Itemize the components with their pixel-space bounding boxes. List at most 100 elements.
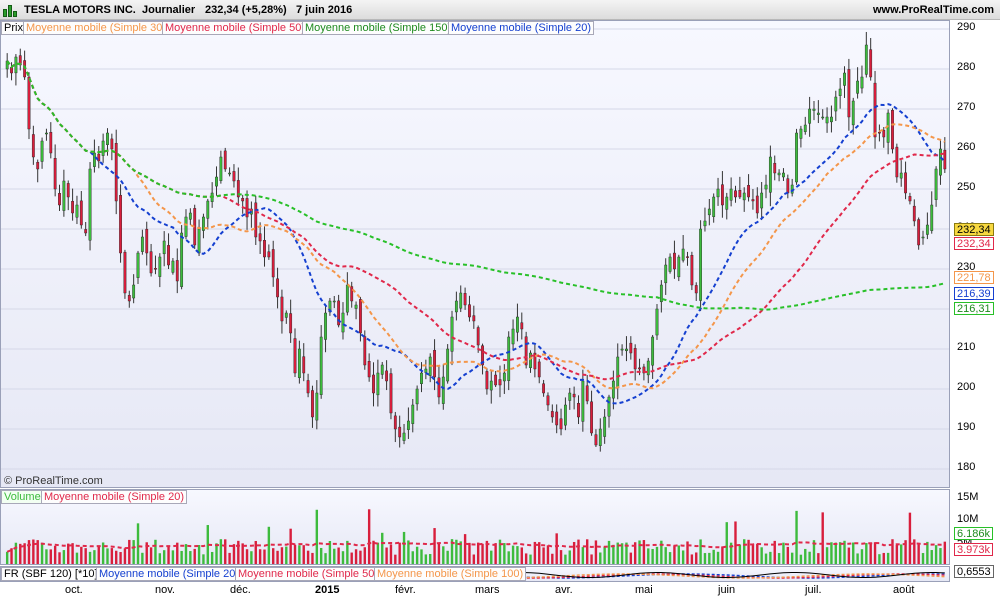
volume-bar-146 [642, 540, 646, 564]
volume-bar-207 [908, 512, 912, 564]
candle-113 [498, 365, 502, 398]
volume-bar-102 [450, 539, 454, 564]
candle-190 [834, 90, 838, 121]
legend-ma20[interactable]: Moyenne mobile (Simple 20) [448, 21, 595, 35]
legend-fr[interactable]: FR (SBF 120) [*10] [1, 567, 101, 581]
volume-bar-17 [80, 546, 83, 564]
volume-bar-159 [699, 539, 702, 564]
candle-194 [851, 97, 855, 135]
volume-bar-14 [67, 543, 70, 564]
quote-label: 232,34 (+5,28%) [205, 4, 287, 16]
price-chart [1, 28, 949, 470]
candle-119 [524, 331, 528, 369]
candle-151 [664, 258, 668, 295]
candle-93 [411, 398, 415, 433]
candle-168 [738, 176, 742, 200]
ticker-name: TESLA MOTORS INC. [24, 4, 136, 16]
volume-bar-141 [620, 543, 624, 564]
volume-bar-1 [10, 548, 13, 564]
volume-bar-26 [119, 552, 122, 564]
candle-29 [132, 274, 136, 304]
volume-bar-201 [882, 552, 885, 564]
volume-bar-169 [743, 539, 746, 564]
legend-prix[interactable]: Prix [1, 21, 26, 35]
candle-24 [110, 133, 114, 161]
candle-103 [454, 291, 458, 321]
volume-bar-119 [524, 553, 528, 564]
volume-bar-36 [162, 550, 166, 564]
volume-bar-57 [254, 540, 257, 564]
legend-fr-ma100[interactable]: Moyenne mobile (Simple 100) [374, 567, 527, 581]
candle-22 [101, 133, 105, 163]
volume-bar-82 [363, 547, 366, 564]
volume-bar-84 [372, 540, 375, 564]
volume-bar-101 [446, 550, 449, 564]
candle-120 [529, 350, 532, 373]
volume-bar-151 [664, 547, 667, 564]
volume-bar-155 [681, 550, 685, 564]
legend-volume-ma20[interactable]: Moyenne mobile (Simple 20) [41, 490, 188, 504]
volume-bar-67 [298, 545, 301, 564]
candle-158 [694, 282, 698, 301]
candle-179 [786, 174, 790, 199]
volume-bar-39 [176, 542, 179, 564]
legend-fr-ma20[interactable]: Moyenne mobile (Simple 20) [96, 567, 243, 581]
candle-57 [254, 195, 258, 245]
candle-62 [276, 267, 279, 309]
x-tick-6: avr. [555, 584, 573, 596]
volume-bar-47 [210, 551, 214, 564]
volume-bar-30 [136, 523, 140, 564]
volume-bar-53 [237, 540, 240, 564]
candle-166 [729, 177, 733, 207]
y-tick-200: 200 [957, 381, 976, 393]
candle-3 [18, 48, 22, 71]
candle-111 [489, 370, 493, 404]
candle-0 [5, 53, 9, 78]
volume-bar-8 [40, 542, 44, 564]
legend-ma50[interactable]: Moyenne mobile (Simple 50) [162, 21, 309, 35]
y-tick-210: 210 [957, 341, 976, 353]
candle-54 [241, 194, 245, 214]
candle-150 [659, 280, 663, 313]
volume-bar-160 [703, 553, 707, 564]
volume-bar-194 [852, 542, 855, 564]
candle-180 [790, 178, 794, 197]
fr-ma100-line [521, 573, 945, 579]
volume-bar-24 [110, 548, 114, 564]
candle-89 [393, 411, 397, 443]
candle-86 [380, 361, 384, 379]
candle-206 [904, 161, 907, 200]
legend-ma150[interactable]: Moyenne mobile (Simple 150) [302, 21, 455, 35]
candle-19 [88, 162, 92, 251]
volume-bar-4 [23, 543, 26, 564]
volume-bar-0 [5, 551, 9, 564]
legend-fr-ma50[interactable]: Moyenne mobile (Simple 50) [235, 567, 382, 581]
candle-191 [838, 77, 842, 109]
volume-bar-18 [84, 548, 87, 564]
volume-bar-210 [921, 553, 925, 564]
candle-114 [502, 364, 506, 394]
legend-ma30[interactable]: Moyenne mobile (Simple 30) [23, 21, 170, 35]
candle-18 [84, 222, 88, 237]
candle-69 [306, 373, 310, 398]
candle-154 [677, 254, 681, 282]
candle-34 [154, 255, 157, 275]
volume-bar-113 [498, 539, 502, 564]
brand-link[interactable]: www.ProRealTime.com [872, 4, 994, 16]
volume-bar-203 [891, 539, 894, 564]
x-tick-7: mai [635, 584, 653, 596]
volume-bar-127 [559, 550, 563, 564]
candle-205 [899, 160, 903, 187]
legend-volume[interactable]: Volume [1, 490, 44, 504]
volume-bar-136 [599, 552, 602, 564]
volume-bar-78 [346, 540, 349, 564]
candle-169 [742, 187, 746, 212]
copyright-label: © ProRealTime.com [4, 475, 103, 487]
candle-170 [747, 174, 750, 202]
volume-bar-170 [747, 539, 750, 564]
candle-200 [878, 124, 881, 142]
volume-bar-175 [769, 551, 772, 564]
volume-bar-167 [734, 521, 737, 564]
x-tick-10: août [893, 584, 915, 596]
candle-123 [542, 379, 545, 397]
